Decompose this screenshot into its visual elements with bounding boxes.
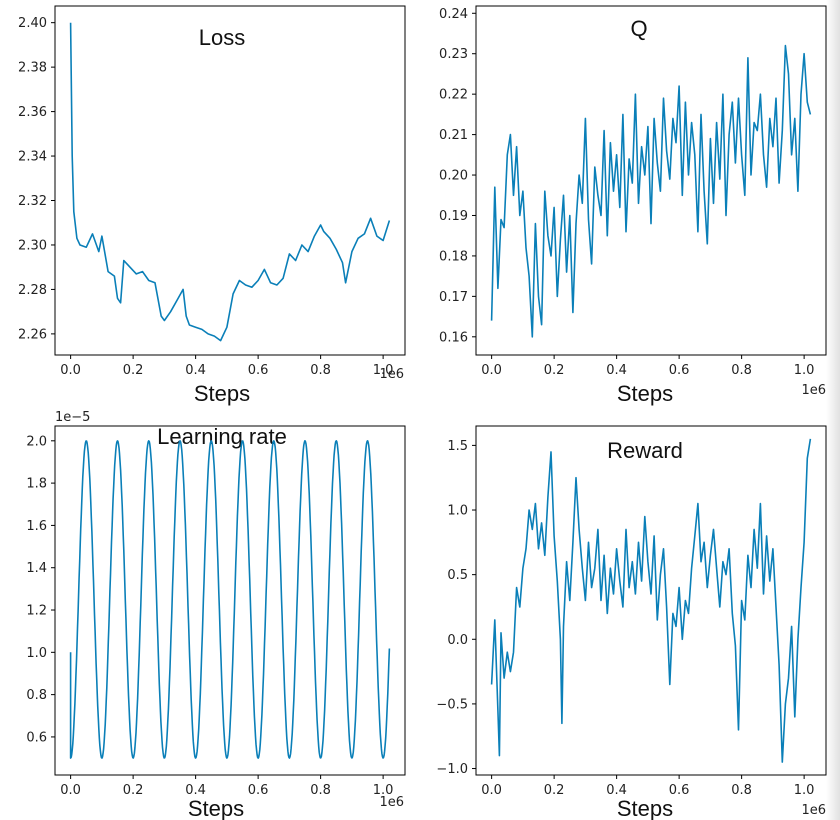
- reward-x-axis-label: Steps: [617, 796, 673, 820]
- reward-x-tick-label: 1.0: [794, 783, 815, 798]
- loss-y-tick-label: 2.30: [18, 238, 47, 253]
- q-y-tick-label: 0.21: [439, 128, 468, 143]
- reward-y-tick-label: −1.0: [436, 762, 468, 777]
- loss-x-tick-label: 0.2: [123, 363, 144, 378]
- loss-y-tick-label: 2.38: [18, 61, 47, 76]
- learning_rate-y-tick-label: 1.4: [26, 561, 47, 576]
- reward-series-line: [490, 438, 812, 763]
- learning_rate-x-tick-label: 0.2: [123, 783, 144, 798]
- q-panel-title: Q: [630, 16, 647, 41]
- q-x-tick-label: 0.2: [544, 363, 565, 378]
- q-x-tick-label: 0.0: [481, 363, 502, 378]
- loss-x-offset-label: 1e6: [379, 367, 404, 382]
- q-y-tick-label: 0.23: [439, 47, 468, 62]
- loss-x-tick-label: 0.0: [60, 363, 81, 378]
- q-x-tick-label: 0.6: [669, 363, 690, 378]
- learning-rate-x-ticks: 0.0 0.2 0.4 0.6 0.8 1.0: [60, 775, 393, 798]
- loss-x-tick-label: 0.4: [185, 363, 206, 378]
- learning-rate-series-group: [69, 439, 391, 759]
- loss-y-tick-label: 2.26: [18, 327, 47, 342]
- reward-x-ticks: 0.0 0.2 0.4 0.6 0.8 1.0: [481, 775, 814, 798]
- reward-y-tick-label: 1.5: [447, 439, 468, 454]
- loss-x-tick-label: 0.6: [248, 363, 269, 378]
- loss-y-tick-label: 2.28: [18, 283, 47, 298]
- loss-y-ticks: 2.26 2.28 2.30 2.32 2.34 2.36 2.38 2.40: [18, 16, 55, 342]
- learning-rate-panel: Learning rate Steps 1e6 1e−5 0.0 0.2 0.4 0.…: [26, 410, 406, 820]
- learning_rate-y-tick-label: 1.8: [26, 477, 47, 492]
- reward-x-tick-label: 0.2: [544, 783, 565, 798]
- loss-x-ticks: 0.0 0.2 0.4 0.6 0.8 1.0: [60, 355, 393, 378]
- loss-y-tick-label: 2.32: [18, 194, 47, 209]
- reward-panel-title: Reward: [607, 438, 683, 463]
- loss-panel-title: Loss: [199, 25, 245, 50]
- q-y-tick-label: 0.18: [439, 249, 468, 264]
- q-x-axis-label: Steps: [617, 381, 673, 406]
- reward-y-tick-label: 0.0: [447, 633, 468, 648]
- learning-rate-x-offset-label: 1e6: [379, 795, 404, 810]
- q-x-tick-label: 0.4: [606, 363, 627, 378]
- loss-y-tick-label: 2.36: [18, 105, 47, 120]
- q-x-offset-label: 1e6: [801, 383, 826, 398]
- q-x-tick-label: 0.8: [731, 363, 752, 378]
- q-x-ticks: 0.0 0.2 0.4 0.6 0.8 1.0: [481, 355, 814, 378]
- q-y-tick-label: 0.24: [439, 7, 468, 22]
- learning_rate-y-tick-label: 1.6: [26, 519, 47, 534]
- q-y-tick-label: 0.20: [439, 169, 468, 184]
- learning_rate-x-tick-label: 1.0: [373, 783, 394, 798]
- reward-y-tick-label: 1.0: [447, 504, 468, 519]
- reward-y-tick-label: 0.5: [447, 568, 468, 583]
- loss-x-tick-label: 1.0: [373, 363, 394, 378]
- reward-series-group: [490, 438, 812, 763]
- loss-x-axis-label: Steps: [194, 381, 250, 406]
- loss-series-group: [69, 22, 391, 342]
- learning_rate-x-tick-label: 0.4: [185, 783, 206, 798]
- q-plot-frame: [475, 5, 827, 356]
- learning_rate-x-tick-label: 0.6: [248, 783, 269, 798]
- reward-x-offset-label: 1e6: [801, 803, 826, 818]
- learning-rate-x-axis-label: Steps: [188, 796, 244, 820]
- reward-y-tick-label: −0.5: [436, 697, 468, 712]
- learning_rate-y-tick-label: 1.2: [26, 604, 47, 619]
- loss-x-tick-label: 0.8: [310, 363, 331, 378]
- q-x-tick-label: 1.0: [794, 363, 815, 378]
- learning-rate-panel-title: Learning rate: [157, 424, 287, 449]
- learning_rate-series-line: [69, 439, 391, 759]
- reward-panel: Reward Steps 1e6 0.0 0.2 0.4 0.6 0.8 1.0 −1.0…: [436, 425, 827, 820]
- q-panel: Q Steps 1e6 0.0 0.2 0.4 0.6 0.8 1.0 0.160.170…: [439, 5, 827, 406]
- learning_rate-y-tick-label: 0.6: [26, 730, 47, 745]
- reward-x-tick-label: 0.8: [731, 783, 752, 798]
- loss-y-tick-label: 2.34: [18, 150, 47, 165]
- loss-plot-frame: [54, 5, 406, 356]
- learning-rate-y-offset-label: 1e−5: [55, 410, 90, 425]
- learning_rate-x-tick-label: 0.8: [310, 783, 331, 798]
- q-y-ticks: 0.16 0.17 0.18 0.19 0.20 0.21 0.22 0.23 0.24: [439, 7, 476, 345]
- learning_rate-x-tick-label: 0.0: [60, 783, 81, 798]
- q-y-tick-label: 0.22: [439, 88, 468, 103]
- learning_rate-y-tick-label: 1.0: [26, 646, 47, 661]
- loss-panel: Loss Steps 1e6 0.0 0.2 0.4 0.6 0.8 1.0 2.262.…: [18, 5, 406, 406]
- window-edge-shadow: [826, 0, 840, 820]
- q-series-line: [490, 44, 812, 338]
- q-y-tick-label: 0.16: [439, 330, 468, 345]
- q-series-group: [490, 44, 812, 338]
- loss-y-tick-label: 2.40: [18, 16, 47, 31]
- learning-rate-y-ticks: 0.6 0.8 1.0 1.2 1.4 1.6 1.8 2.0: [26, 434, 55, 745]
- reward-x-tick-label: 0.0: [481, 783, 502, 798]
- q-y-tick-label: 0.17: [439, 290, 468, 305]
- reward-x-tick-label: 0.6: [669, 783, 690, 798]
- reward-plot-frame: [475, 425, 827, 776]
- learning_rate-y-tick-label: 2.0: [26, 434, 47, 449]
- reward-x-tick-label: 0.4: [606, 783, 627, 798]
- learning-rate-plot-frame: [54, 425, 406, 776]
- learning_rate-y-tick-label: 0.8: [26, 688, 47, 703]
- q-y-tick-label: 0.19: [439, 209, 468, 224]
- loss-series-line: [69, 22, 391, 342]
- reward-y-ticks: −1.0 −0.5 0.0 0.5 1.0 1.5: [436, 439, 476, 777]
